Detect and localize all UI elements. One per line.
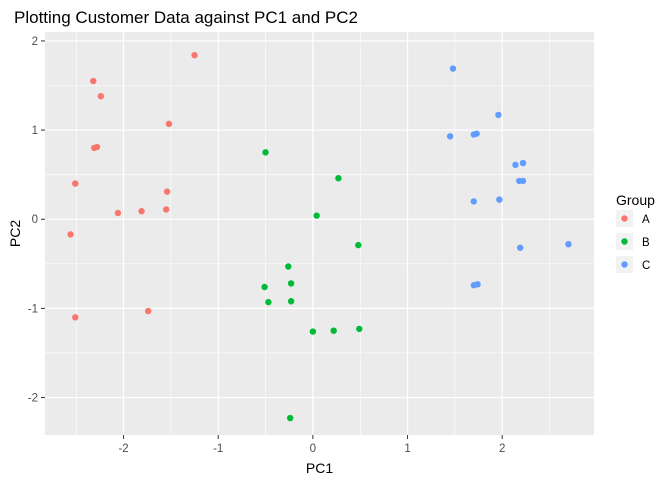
data-point-b — [330, 327, 337, 334]
data-point-b — [355, 241, 362, 249]
data-point-a — [114, 209, 122, 217]
data-point-c — [446, 133, 454, 140]
y-axis-title: PC2 — [7, 220, 23, 247]
x-axis: -2 -1 0 1 2 — [118, 435, 505, 455]
data-point-a — [90, 77, 97, 85]
legend-key-c — [621, 261, 628, 268]
data-point-a — [67, 231, 74, 238]
data-point-b — [285, 263, 292, 270]
data-point-c — [512, 161, 519, 169]
x-tick-label: -1 — [213, 443, 223, 455]
data-point-c — [474, 281, 481, 288]
data-point-c — [449, 65, 457, 72]
x-tick-label: 1 — [404, 443, 410, 455]
legend-title: Group — [616, 192, 655, 208]
data-point-b — [287, 280, 295, 287]
data-point-b — [262, 149, 269, 156]
data-points — [67, 51, 572, 422]
data-point-a — [72, 180, 79, 187]
y-tick-label: 1 — [32, 125, 38, 137]
data-point-a — [91, 144, 98, 152]
y-tick-label: -2 — [28, 393, 38, 405]
plot-panel — [45, 32, 594, 435]
y-tick-label: 0 — [32, 214, 38, 226]
data-point-c — [470, 198, 477, 205]
data-point-a — [97, 92, 105, 100]
legend: Group ABC — [616, 192, 655, 273]
data-point-a — [138, 208, 145, 215]
data-point-b — [265, 298, 272, 306]
y-tick-label: -1 — [28, 303, 38, 315]
plot-background — [45, 32, 594, 435]
data-point-b — [286, 414, 294, 422]
x-tick-label: 0 — [310, 443, 316, 455]
data-point-c — [495, 111, 502, 119]
data-point-b — [313, 212, 320, 219]
legend-label-a: A — [642, 214, 650, 226]
data-point-a — [162, 206, 170, 213]
legend-key-a — [621, 215, 628, 222]
data-point-c — [516, 244, 524, 251]
y-axis: -2 -1 0 1 2 — [28, 36, 45, 405]
data-point-b — [261, 283, 268, 291]
legend-key-b — [621, 238, 628, 245]
legend-label-b: B — [642, 237, 650, 249]
x-axis-title: PC1 — [306, 460, 333, 476]
data-point-c — [519, 159, 527, 167]
y-tick-label: 2 — [32, 36, 38, 48]
data-point-c — [473, 130, 480, 137]
data-point-a — [191, 51, 198, 59]
data-point-b — [287, 298, 295, 305]
data-point-b — [309, 328, 317, 335]
data-point-c — [519, 177, 527, 185]
data-point-b — [335, 175, 342, 182]
x-tick-label: 2 — [499, 443, 505, 455]
data-point-a — [165, 120, 173, 128]
grid-major — [45, 32, 594, 435]
data-point-c — [496, 196, 503, 203]
data-point-a — [72, 314, 79, 321]
data-point-c — [565, 240, 572, 248]
data-point-b — [356, 325, 363, 333]
x-tick-label: -2 — [118, 443, 128, 455]
data-point-a — [144, 307, 152, 315]
chart-title: Plotting Customer Data against PC1 and P… — [14, 8, 358, 27]
legend-label-c: C — [642, 260, 650, 272]
data-point-a — [163, 188, 171, 195]
